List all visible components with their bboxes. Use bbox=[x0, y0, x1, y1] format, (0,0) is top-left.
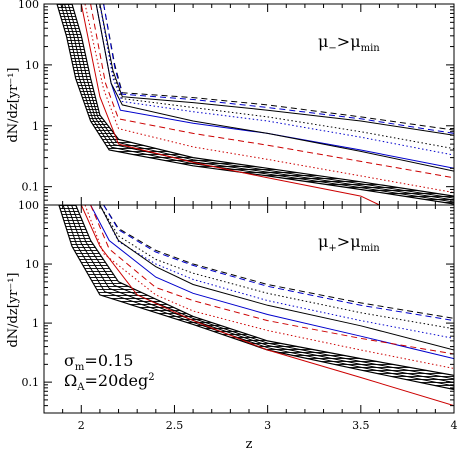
annotation-omega: ΩA=20deg2 bbox=[64, 371, 155, 393]
series-line-5 bbox=[95, 4, 454, 169]
y-tick-label: 100 bbox=[18, 199, 39, 212]
y-tick-label: 10 bbox=[25, 258, 39, 271]
series-line-2 bbox=[99, 205, 454, 330]
panel-label-top: μ−>μmin bbox=[318, 32, 380, 54]
band-inner-line bbox=[71, 205, 454, 380]
lines-bottom bbox=[80, 205, 454, 407]
ylabel-top: dN/dz[yr⁻¹] bbox=[6, 67, 21, 142]
sigma-symbol: σ bbox=[64, 351, 75, 370]
omega-sup: 2 bbox=[148, 372, 154, 383]
label-rel: >μ bbox=[337, 232, 361, 251]
series-line-8 bbox=[80, 205, 454, 407]
omega-value: =20deg bbox=[85, 371, 149, 390]
series-line-7 bbox=[84, 205, 454, 369]
series-line-0 bbox=[99, 4, 454, 136]
series-line-9 bbox=[80, 4, 380, 205]
series-line-6 bbox=[95, 4, 454, 172]
sigma-value: =0.15 bbox=[84, 351, 133, 370]
omega-symbol: Ω bbox=[64, 371, 77, 390]
y-tick-label: 100 bbox=[18, 0, 39, 11]
label-rel: >μ bbox=[337, 32, 361, 51]
band-bottom bbox=[58, 205, 454, 391]
series-line-7 bbox=[90, 4, 454, 179]
y-tick-label: 0.1 bbox=[22, 181, 40, 194]
x-tick-label: 3.5 bbox=[352, 419, 370, 432]
label-sub: + bbox=[328, 243, 336, 254]
series-line-5 bbox=[90, 205, 454, 360]
band-inner-line bbox=[67, 4, 454, 199]
ticks-bottom: 2 2.5 3 3.5 4 0.1 1 10 100 bbox=[18, 199, 458, 432]
ylabel-bottom: dN/dz[yr⁻¹] bbox=[6, 272, 21, 347]
series-line-4 bbox=[99, 4, 454, 156]
annotation-sigma: σm=0.15 bbox=[64, 351, 133, 373]
x-tick-label: 3 bbox=[264, 419, 271, 432]
series-line-1 bbox=[103, 205, 454, 322]
x-tick-label: 2 bbox=[78, 419, 85, 432]
series-line-4 bbox=[99, 205, 454, 351]
label-sub2: min bbox=[361, 243, 381, 254]
ticks-top: 0.1 1 10 100 bbox=[18, 0, 455, 206]
omega-sub: A bbox=[76, 382, 85, 393]
series-line-3 bbox=[99, 205, 454, 339]
band-top bbox=[56, 4, 454, 205]
label-sub2: min bbox=[361, 43, 381, 54]
series-line-8 bbox=[84, 4, 454, 194]
band-inner-line bbox=[62, 205, 454, 387]
y-tick-label: 10 bbox=[25, 59, 39, 72]
series-line-0 bbox=[103, 205, 454, 319]
xlabel: z bbox=[246, 437, 253, 452]
panel-label-bottom: μ+>μmin bbox=[318, 232, 380, 254]
sigma-sub: m bbox=[75, 362, 85, 373]
panel-bottom: 2 2.5 3 3.5 4 0.1 1 10 100 μ+>μmin σm=0.15 ΩA=20… bbox=[6, 199, 458, 452]
x-tick-label: 4 bbox=[451, 419, 458, 432]
panel-top: 0.1 1 10 100 μ−>μmin dN/dz[yr⁻¹] bbox=[6, 0, 455, 206]
band-inner-line bbox=[60, 4, 454, 203]
label-sub: − bbox=[328, 43, 336, 54]
x-tick-label: 2.5 bbox=[166, 419, 184, 432]
label-mu: μ bbox=[318, 32, 328, 51]
band-inner-line bbox=[64, 4, 454, 201]
label-mu: μ bbox=[318, 232, 328, 251]
series-line-3 bbox=[99, 4, 454, 150]
lines-top bbox=[80, 4, 454, 205]
y-tick-label: 1 bbox=[32, 120, 39, 133]
y-tick-label: 0.1 bbox=[22, 376, 40, 389]
y-tick-label: 1 bbox=[32, 317, 39, 330]
series-line-2 bbox=[103, 4, 454, 134]
